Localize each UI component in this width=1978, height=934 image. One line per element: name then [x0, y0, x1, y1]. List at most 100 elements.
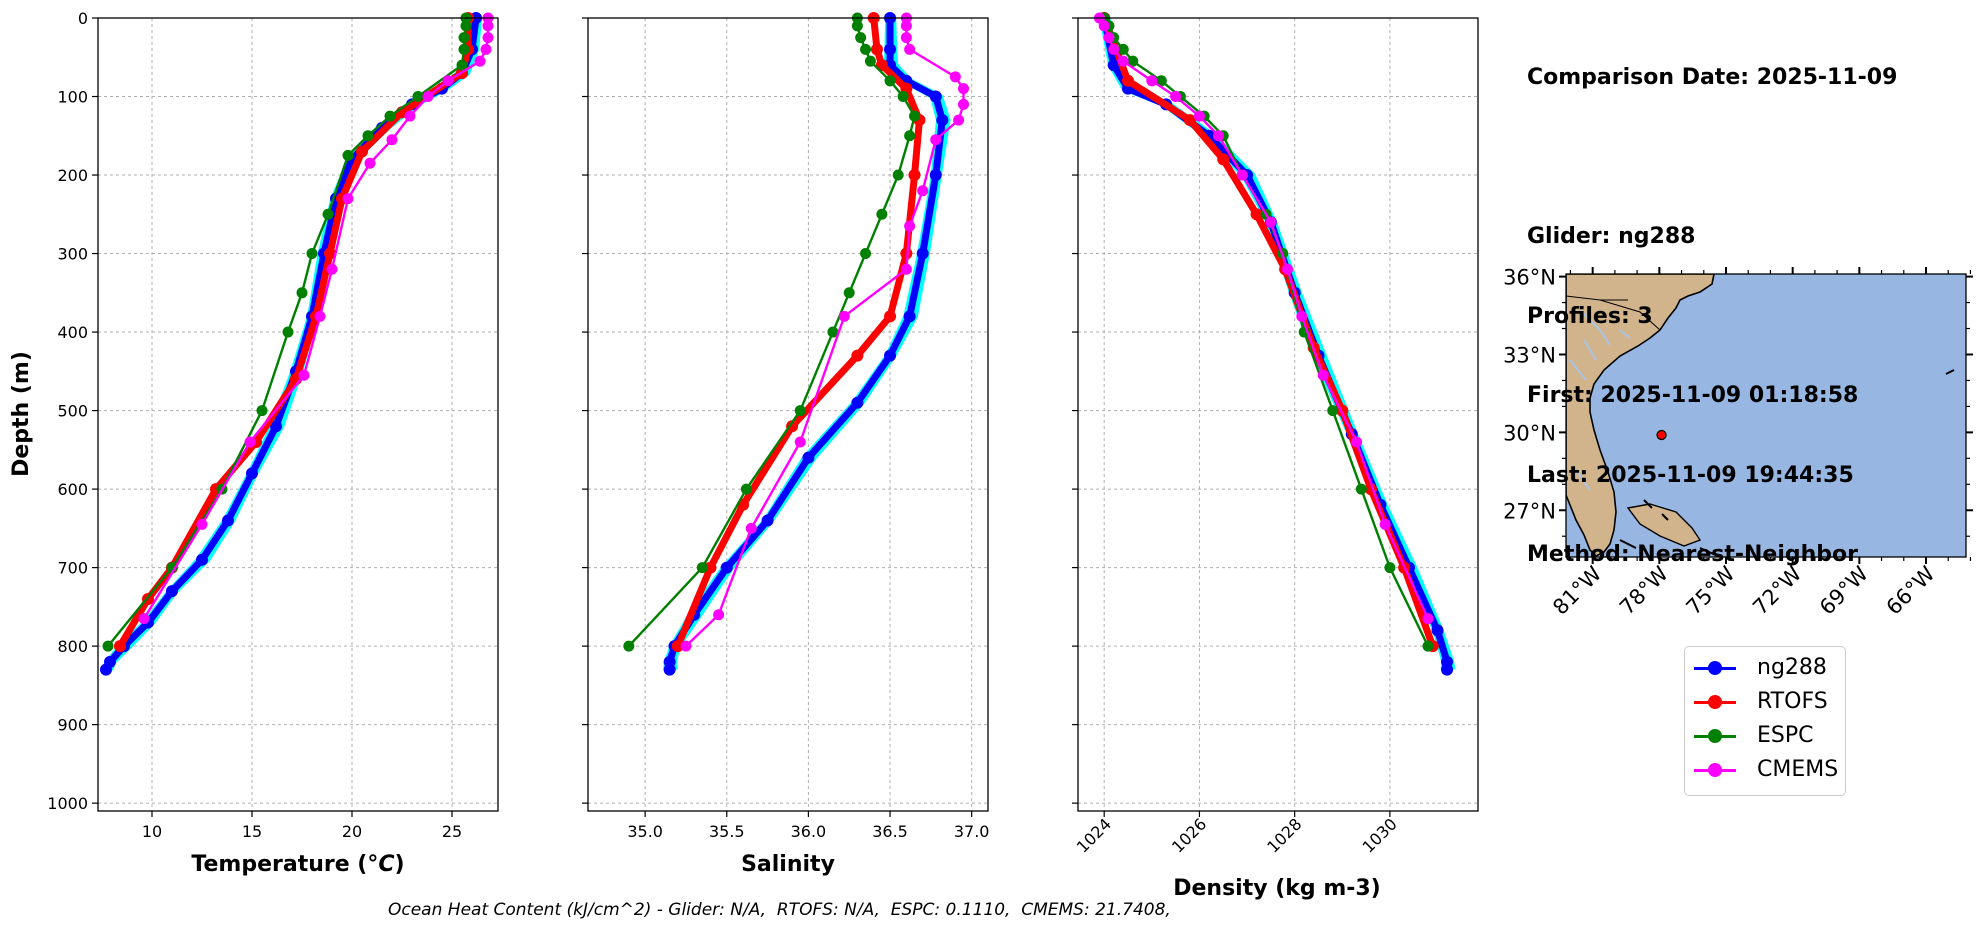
legend-label: ng288	[1757, 655, 1827, 680]
data-point-rtofs	[1217, 153, 1230, 166]
data-point-cmems	[904, 43, 916, 55]
data-point-cmems	[298, 369, 310, 381]
map-bermuda	[1945, 369, 1955, 375]
data-point-espc	[1117, 43, 1129, 55]
data-point-cmems	[196, 518, 208, 530]
data-point-espc	[623, 640, 635, 652]
x-tick-label: 36.0	[791, 822, 827, 841]
data-point-ng288	[884, 349, 897, 362]
data-point-espc	[412, 91, 424, 103]
data-point-cmems	[404, 110, 416, 122]
y-tick-label: 400	[57, 323, 88, 342]
density-panel: 1024 1026 1028 1030 Density (kg m-3)	[1072, 12, 1479, 901]
data-point-ng288	[166, 585, 178, 598]
series-line-cmems	[1098, 17, 1430, 620]
y-tick-label: 800	[57, 637, 88, 656]
data-point-ng288	[916, 247, 929, 260]
data-point-espc	[827, 326, 839, 338]
data-point-espc	[306, 248, 318, 260]
data-point-cmems	[680, 640, 692, 652]
data-point-cmems	[900, 20, 912, 32]
ng288-individual-profile	[100, 17, 477, 671]
data-point-espc	[740, 483, 752, 495]
data-point-ng288	[1107, 59, 1120, 72]
data-point-cmems	[1098, 20, 1110, 32]
data-point-cmems	[838, 310, 850, 322]
data-point-cmems	[794, 436, 806, 448]
y-tick-label: 100	[57, 88, 88, 107]
data-point-cmems	[314, 310, 326, 322]
data-point-cmems	[1317, 369, 1329, 381]
data-point-cmems	[1193, 110, 1205, 122]
y-tick-label: 300	[57, 245, 88, 264]
data-point-rtofs	[114, 640, 126, 653]
data-point-cmems	[442, 75, 454, 87]
data-point-espc	[362, 130, 374, 142]
x-tick-label: 1030	[1359, 814, 1401, 856]
x-tick-label: 10	[142, 822, 162, 841]
data-point-espc	[1127, 55, 1139, 67]
x-tick-label: 15	[242, 822, 262, 841]
temperature-grid	[98, 17, 498, 811]
salinity-grid	[588, 17, 988, 811]
data-point-espc	[696, 562, 708, 574]
legend-marker	[1708, 763, 1722, 777]
x-tick-label: 25	[442, 822, 462, 841]
ng288-individual-profile	[671, 17, 951, 671]
data-point-ng288	[246, 467, 258, 480]
data-point-cmems	[326, 263, 338, 275]
data-point-ng288	[936, 114, 949, 127]
comparison-method: Method: Nearest-Neighbor	[1527, 542, 1858, 567]
data-point-cmems	[342, 193, 354, 205]
data-point-cmems	[1379, 518, 1391, 530]
x-tick-label: 36.5	[872, 822, 908, 841]
data-point-espc	[342, 149, 354, 161]
y-tick-label: 900	[57, 716, 88, 735]
x-tick-label: 1028	[1263, 814, 1305, 856]
profile-count: Profiles: 3	[1527, 303, 1653, 329]
data-point-rtofs	[1122, 74, 1134, 87]
data-point-cmems	[1212, 130, 1224, 142]
data-point-cmems	[1236, 169, 1248, 181]
legend-marker	[1708, 661, 1722, 675]
data-point-rtofs	[870, 43, 883, 56]
data-point-ng288	[100, 663, 112, 676]
data-point-cmems	[364, 157, 376, 169]
density-xlabel: Density (kg m-3)	[1173, 876, 1381, 901]
data-point-ng288	[884, 43, 897, 56]
data-point-espc	[843, 287, 855, 299]
data-point-cmems	[422, 91, 434, 103]
data-point-espc	[876, 208, 888, 220]
data-point-ng288	[720, 561, 733, 574]
data-point-ng288	[222, 514, 234, 527]
series-ng288	[1098, 12, 1454, 676]
data-point-cmems	[958, 83, 970, 95]
data-point-cmems	[480, 43, 492, 55]
legend-item-espc: ESPC	[1685, 719, 1845, 753]
map-land-us-southeast	[1566, 274, 1715, 557]
data-point-cmems	[745, 522, 757, 534]
salinity-ticks: 35.0 35.5 36.0 36.5 37.0	[582, 17, 990, 841]
y-tick-label: 200	[57, 166, 88, 185]
data-point-cmems	[958, 98, 970, 110]
data-point-ng288	[1431, 624, 1444, 637]
legend-item-cmems: CMEMS	[1685, 753, 1845, 787]
data-point-cmems	[1117, 55, 1129, 67]
glider-location-marker	[1656, 429, 1667, 441]
data-point-espc	[860, 43, 872, 55]
temperature-ticks: 10 15 20 25 0 100 200 300 400 500 600 700 800 900 1000	[47, 9, 462, 841]
data-point-cmems	[1103, 32, 1115, 44]
data-point-cmems	[930, 134, 942, 146]
data-point-cmems	[900, 32, 912, 44]
temperature-panel: 10 15 20 25 0 100 200 300 400 500 600 700 800 900 1000…	[9, 9, 499, 877]
data-point-cmems	[482, 32, 494, 44]
data-point-cmems	[1265, 216, 1277, 228]
series-cmems	[1093, 12, 1434, 625]
x-tick-label: 1026	[1168, 814, 1210, 856]
temperature-xlabel: Temperature (°C)	[191, 852, 404, 877]
data-point-cmems	[904, 220, 916, 232]
comparison-info: Comparison Date: 2025-11-09 Glider: ng28…	[1527, 12, 1897, 595]
map-rivers	[1569, 309, 1631, 491]
data-point-ng288	[270, 420, 282, 433]
x-tick-label: 37.0	[954, 822, 990, 841]
